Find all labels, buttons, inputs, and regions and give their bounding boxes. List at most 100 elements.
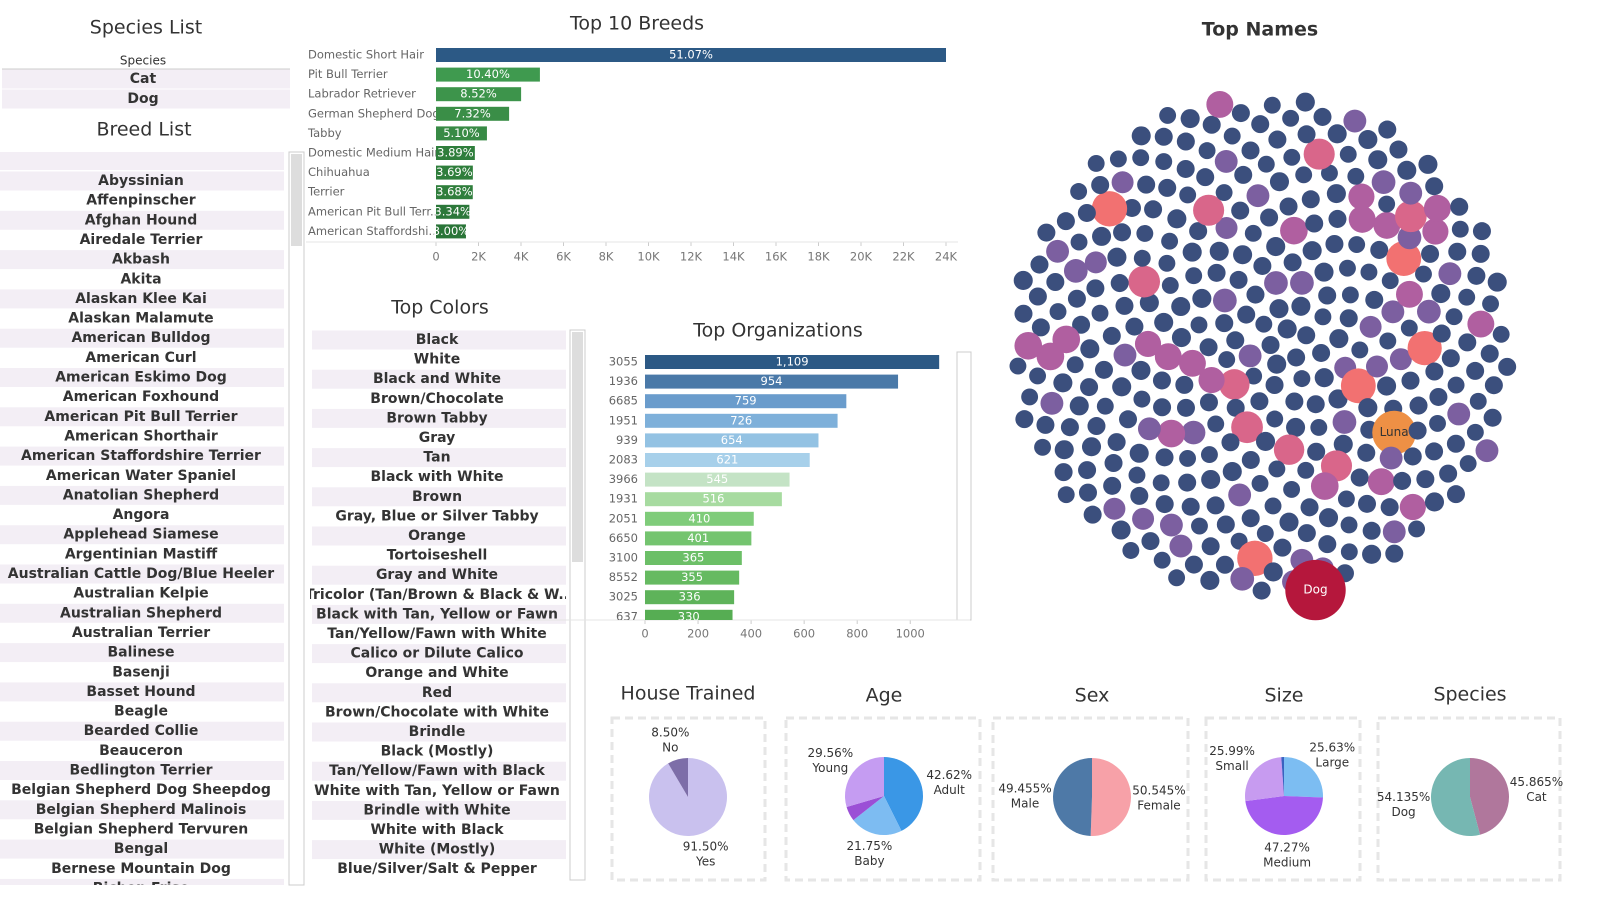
pie-slice[interactable] bbox=[845, 757, 884, 808]
bubble[interactable] bbox=[1223, 127, 1241, 145]
bubble[interactable] bbox=[1347, 167, 1365, 185]
bubble[interactable] bbox=[1255, 431, 1276, 451]
bubble[interactable] bbox=[1362, 521, 1381, 540]
list-item[interactable]: Australian Shepherd bbox=[60, 605, 222, 621]
bubble[interactable] bbox=[1423, 194, 1451, 222]
bubble[interactable] bbox=[1466, 423, 1484, 441]
list-row[interactable] bbox=[0, 741, 284, 761]
bubble[interactable] bbox=[1357, 494, 1377, 513]
list-item[interactable]: Gray and White bbox=[376, 567, 498, 583]
bubble[interactable] bbox=[1228, 483, 1252, 507]
list-item[interactable]: Akita bbox=[120, 271, 161, 287]
bubble[interactable] bbox=[1256, 525, 1274, 542]
bubble[interactable] bbox=[1268, 460, 1286, 478]
bubble[interactable] bbox=[1237, 305, 1256, 324]
bubble[interactable] bbox=[1040, 391, 1064, 415]
bubble[interactable] bbox=[1015, 410, 1034, 429]
bubble[interactable] bbox=[1107, 247, 1127, 267]
bubble[interactable] bbox=[1091, 175, 1110, 195]
bubble[interactable] bbox=[1424, 492, 1445, 512]
bubble[interactable] bbox=[1234, 165, 1253, 184]
bubble[interactable] bbox=[1107, 433, 1126, 452]
bubble[interactable] bbox=[1102, 326, 1121, 345]
bubble[interactable] bbox=[1300, 498, 1319, 517]
bubble[interactable] bbox=[1302, 241, 1322, 261]
list-row[interactable] bbox=[0, 859, 284, 879]
bubble[interactable] bbox=[1014, 331, 1043, 360]
bubble[interactable] bbox=[1206, 496, 1225, 515]
bubble[interactable] bbox=[1329, 329, 1349, 349]
list-row[interactable] bbox=[312, 840, 566, 860]
bubble[interactable] bbox=[1381, 272, 1399, 290]
bubble[interactable] bbox=[1301, 190, 1320, 209]
bubble[interactable] bbox=[1136, 225, 1154, 242]
bubble[interactable] bbox=[1425, 177, 1444, 196]
bubble[interactable] bbox=[1397, 160, 1417, 180]
bubble[interactable] bbox=[1295, 92, 1315, 112]
bubble[interactable] bbox=[1264, 497, 1282, 515]
bubble[interactable] bbox=[1273, 434, 1305, 465]
bubble[interactable] bbox=[1063, 259, 1088, 283]
list-row[interactable] bbox=[312, 369, 566, 389]
list-item[interactable]: Argentinian Mastiff bbox=[65, 546, 218, 562]
list-item[interactable]: Brown/Chocolate bbox=[370, 391, 503, 407]
bubble[interactable] bbox=[1386, 241, 1422, 276]
bubble[interactable] bbox=[1060, 418, 1079, 437]
bubble[interactable] bbox=[1154, 127, 1173, 146]
list-item[interactable]: Akbash bbox=[112, 252, 170, 268]
list-row[interactable] bbox=[0, 348, 284, 368]
bubble[interactable] bbox=[1222, 462, 1242, 482]
list-item[interactable]: Black and White bbox=[373, 371, 501, 387]
bubble[interactable] bbox=[1216, 515, 1235, 534]
list-item[interactable]: Black with White bbox=[370, 469, 503, 485]
bubble[interactable] bbox=[1128, 466, 1146, 484]
bubble[interactable] bbox=[1421, 244, 1440, 263]
bubble[interactable] bbox=[1158, 254, 1176, 272]
list-row[interactable] bbox=[312, 644, 566, 664]
list-row[interactable] bbox=[312, 487, 566, 507]
bubble[interactable] bbox=[1399, 181, 1423, 205]
list-item[interactable]: Bichon Frise bbox=[93, 880, 189, 896]
bubble[interactable] bbox=[1407, 330, 1442, 366]
bubble[interactable] bbox=[1176, 398, 1195, 417]
bubble[interactable] bbox=[1340, 368, 1376, 404]
bar[interactable] bbox=[645, 492, 782, 507]
bubble[interactable] bbox=[1268, 130, 1287, 149]
bubble[interactable] bbox=[1266, 410, 1284, 428]
bubble[interactable] bbox=[1168, 569, 1186, 587]
bubble[interactable] bbox=[1362, 544, 1382, 564]
bubble[interactable] bbox=[1348, 236, 1366, 254]
bubble[interactable] bbox=[1192, 288, 1212, 308]
bubble[interactable] bbox=[1132, 507, 1155, 530]
bubble[interactable] bbox=[1229, 270, 1248, 289]
bubble[interactable] bbox=[1469, 392, 1487, 410]
bubble[interactable] bbox=[1393, 471, 1412, 490]
bubble[interactable] bbox=[1492, 325, 1510, 343]
bubble[interactable] bbox=[1218, 351, 1236, 369]
list-item[interactable]: Belgian Shepherd Tervuren bbox=[34, 821, 248, 837]
list-item[interactable]: Brown Tabby bbox=[386, 410, 487, 426]
bubble[interactable] bbox=[1429, 387, 1448, 406]
bubble[interactable] bbox=[1291, 296, 1311, 316]
bubble[interactable] bbox=[1070, 233, 1088, 251]
bubble[interactable] bbox=[1144, 200, 1163, 219]
bubble[interactable] bbox=[1196, 168, 1215, 187]
list-item[interactable]: Cat bbox=[130, 71, 157, 87]
bubble[interactable] bbox=[1056, 212, 1075, 231]
bubble[interactable] bbox=[1078, 461, 1097, 480]
list-item[interactable]: Tan bbox=[423, 450, 450, 466]
bubble[interactable] bbox=[1339, 309, 1358, 328]
bubble[interactable] bbox=[1280, 216, 1308, 245]
bubble[interactable] bbox=[1087, 417, 1106, 436]
bubble[interactable] bbox=[1199, 338, 1218, 357]
bar[interactable] bbox=[645, 453, 810, 467]
bubble[interactable] bbox=[1313, 107, 1332, 126]
bubble[interactable] bbox=[1080, 339, 1100, 359]
bar[interactable] bbox=[645, 472, 790, 487]
bubble[interactable] bbox=[1297, 326, 1316, 345]
bubble[interactable] bbox=[1286, 417, 1306, 437]
bubble[interactable] bbox=[1432, 324, 1451, 343]
bar[interactable] bbox=[645, 413, 838, 428]
bubble[interactable] bbox=[1425, 362, 1444, 381]
bubble[interactable] bbox=[1231, 104, 1250, 123]
